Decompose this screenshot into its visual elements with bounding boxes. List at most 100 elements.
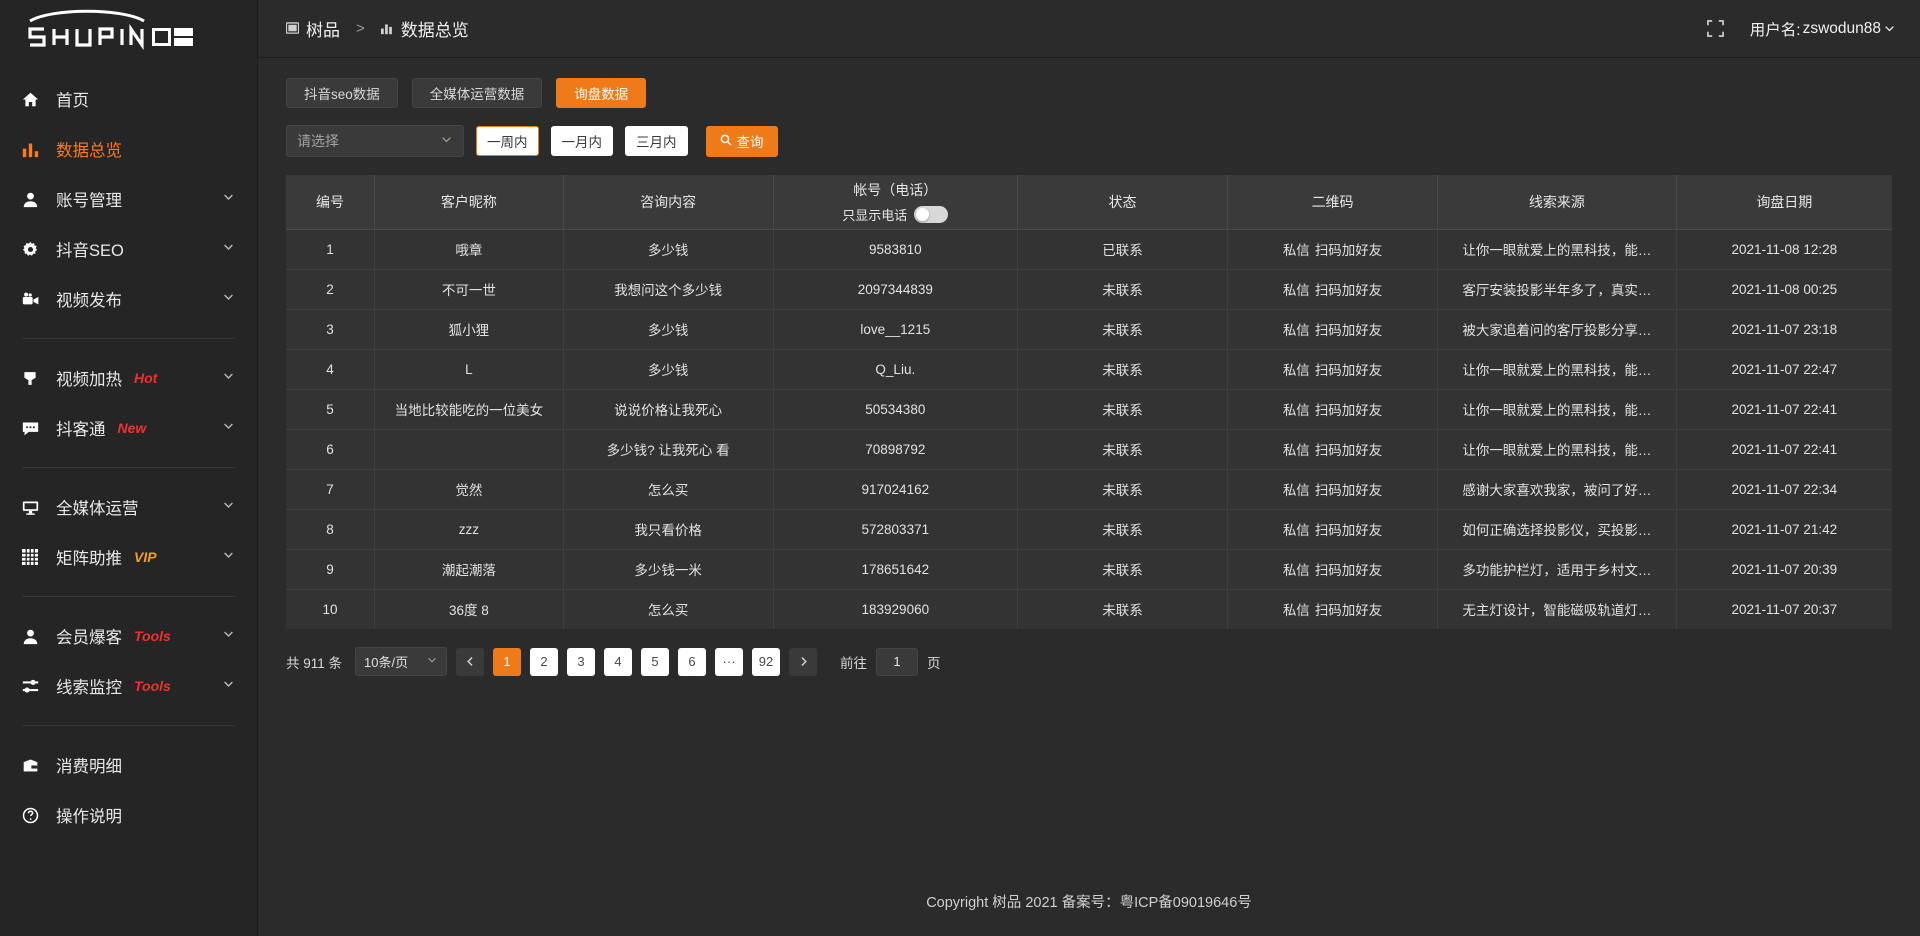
cell-source-link[interactable]: 让你一眼就爱上的黑科技，能… (1437, 429, 1677, 470)
table-body: 1 哦章 多少钱 9583810 已联系 私信 扫码加好友 让你一眼就爱上的黑科技… (286, 229, 1892, 629)
query-button[interactable]: 查询 (705, 125, 778, 157)
qr-add-friend-link[interactable]: 扫码加好友 (1314, 243, 1383, 258)
qr-private-message-link[interactable]: 私信 (1282, 483, 1310, 498)
qr-add-friend-link[interactable]: 扫码加好友 (1314, 603, 1383, 619)
table-row[interactable]: 8 zzz 我只看价格 572803371 未联系 私信 扫码加好友 如何正确选择… (286, 509, 1892, 550)
cell-source-link[interactable]: 让你一眼就爱上的黑科技，能… (1437, 389, 1677, 430)
cell-source-link[interactable]: 如何正确选择投影仪，买投影… (1437, 509, 1677, 550)
sidebar-item-douyin-seo[interactable]: 抖音SEO (0, 224, 257, 274)
page-button-2[interactable]: 2 (530, 647, 559, 676)
table-row[interactable]: 3 狐小狸 多少钱 love__1215 未联系 私信 扫码加好友 被大家追着问的… (286, 309, 1892, 350)
page-button-3[interactable]: 3 (567, 647, 596, 676)
qr-add-friend-link[interactable]: 扫码加好友 (1314, 403, 1383, 418)
sidebar-item-omnimedia-ops[interactable]: 全媒体运营 (0, 482, 257, 532)
chevron-down-icon (222, 548, 235, 567)
top-bar-right: 用户名: zswodun88 (1706, 18, 1896, 40)
cell-source-link[interactable]: 多功能护栏灯，适用于乡村文… (1437, 549, 1677, 590)
cell-qrcode-actions[interactable]: 私信 扫码加好友 (1227, 429, 1439, 470)
sidebar-item-member-leads[interactable]: 会员爆客 Tools (0, 611, 257, 661)
qr-private-message-link[interactable]: 私信 (1282, 403, 1310, 418)
table-row[interactable]: 10 36度 8 怎么买 183929060 未联系 私信 扫码加好友 无主灯设计… (286, 589, 1892, 629)
qr-private-message-link[interactable]: 私信 (1282, 603, 1310, 619)
qr-add-friend-link[interactable]: 扫码加好友 (1314, 323, 1383, 338)
brand-logo[interactable] (0, 0, 257, 58)
sidebar-item-data-overview[interactable]: 数据总览 (0, 124, 257, 174)
table-row[interactable]: 4 L 多少钱 Q_Liu. 未联系 私信 扫码加好友 让你一眼就爱上的黑科技，能… (286, 349, 1892, 390)
page-button-5[interactable]: 5 (641, 647, 670, 676)
cell-source-link[interactable]: 客厅安装投影半年多了，真实… (1437, 269, 1677, 310)
cell-qrcode-actions[interactable]: 私信 扫码加好友 (1227, 229, 1439, 270)
status-badge: 未联系 (1017, 429, 1229, 470)
cell-source-link[interactable]: 让你一眼就爱上的黑科技，能… (1437, 229, 1677, 270)
range-btn-three-months[interactable]: 三月内 (625, 126, 688, 156)
goto-page-input[interactable] (876, 647, 919, 676)
cell-source-link[interactable]: 感谢大家喜欢我家，被问了好… (1437, 469, 1677, 510)
range-btn-one-week[interactable]: 一周内 (476, 126, 539, 156)
qr-private-message-link[interactable]: 私信 (1282, 523, 1310, 538)
cell-qrcode-actions[interactable]: 私信 扫码加好友 (1227, 469, 1439, 510)
sidebar-item-home[interactable]: 首页 (0, 74, 257, 124)
qr-private-message-link[interactable]: 私信 (1282, 243, 1310, 258)
qr-private-message-link[interactable]: 私信 (1282, 363, 1310, 378)
sidebar-item-account-manage[interactable]: 账号管理 (0, 174, 257, 224)
cell-nickname: 36度 8 (374, 589, 564, 629)
cell-qrcode-actions[interactable]: 私信 扫码加好友 (1227, 389, 1439, 430)
cell-qrcode-actions[interactable]: 私信 扫码加好友 (1227, 509, 1439, 550)
tab-omnimedia-ops-data[interactable]: 全媒体运营数据 (411, 78, 543, 108)
cell-date: 2021-11-08 00:25 (1676, 269, 1892, 310)
cell-qrcode-actions[interactable]: 私信 扫码加好友 (1227, 269, 1439, 310)
table-row[interactable]: 6 多少钱? 让我死心 看 70898792 未联系 私信 扫码加好友 让你一眼就… (286, 429, 1892, 470)
page-ellipsis[interactable]: ··· (715, 647, 744, 676)
status-badge: 未联系 (1017, 389, 1229, 430)
qr-add-friend-link[interactable]: 扫码加好友 (1314, 283, 1383, 298)
chevron-down-icon (1885, 26, 1894, 32)
breadcrumb-root[interactable]: 树品 (306, 21, 340, 40)
account-select[interactable]: 请选择 (286, 125, 464, 157)
user-label: 用户名: (1749, 21, 1801, 39)
page-button-1[interactable]: 1 (493, 647, 522, 676)
qr-private-message-link[interactable]: 私信 (1282, 563, 1310, 578)
fullscreen-icon[interactable] (1706, 20, 1724, 37)
qr-private-message-link[interactable]: 私信 (1282, 283, 1310, 298)
chevron-down-icon (222, 190, 235, 209)
page-button-4[interactable]: 4 (604, 647, 633, 676)
cell-date: 2021-11-07 20:39 (1676, 549, 1892, 590)
qr-add-friend-link[interactable]: 扫码加好友 (1314, 443, 1383, 458)
next-page-button[interactable] (789, 647, 818, 676)
sidebar-item-consumption-detail[interactable]: 消费明细 (0, 740, 257, 790)
sidebar-item-video-publish[interactable]: 视频发布 (0, 274, 257, 324)
sidebar-item-matrix-boost[interactable]: 矩阵助推 VIP (0, 532, 257, 582)
cell-qrcode-actions[interactable]: 私信 扫码加好友 (1227, 309, 1439, 350)
prev-page-button[interactable] (456, 647, 485, 676)
sidebar-item-video-boost[interactable]: 视频加热 Hot (0, 353, 257, 403)
sidebar-item-instructions[interactable]: 操作说明 (0, 790, 257, 840)
range-btn-one-month[interactable]: 一月内 (550, 126, 613, 156)
rocket-icon (22, 370, 44, 387)
qr-add-friend-link[interactable]: 扫码加好友 (1314, 523, 1383, 538)
table-row[interactable]: 9 潮起潮落 多少钱一米 178651642 未联系 私信 扫码加好友 多功能护栏… (286, 549, 1892, 590)
table-row[interactable]: 5 当地比较能吃的一位美女 说说价格让我死心 50534380 未联系 私信 扫码… (286, 389, 1892, 430)
table-row[interactable]: 2 不可一世 我想问这个多少钱 2097344839 未联系 私信 扫码加好友 客… (286, 269, 1892, 310)
page-size-select[interactable]: 10条/页 (355, 647, 448, 676)
qr-private-message-link[interactable]: 私信 (1282, 443, 1310, 458)
qr-add-friend-link[interactable]: 扫码加好友 (1314, 363, 1383, 378)
sidebar-item-lead-monitor[interactable]: 线索监控 Tools (0, 661, 257, 711)
tab-douyin-seo-data[interactable]: 抖音seo数据 (286, 78, 398, 108)
sidebar-item-douketong[interactable]: 抖客通 New (0, 403, 257, 453)
cell-qrcode-actions[interactable]: 私信 扫码加好友 (1227, 589, 1439, 629)
page-button-6[interactable]: 6 (678, 647, 707, 676)
qr-add-friend-link[interactable]: 扫码加好友 (1314, 483, 1383, 498)
qr-add-friend-link[interactable]: 扫码加好友 (1314, 563, 1383, 578)
cell-source-link[interactable]: 被大家追着问的客厅投影分享… (1437, 309, 1677, 350)
cell-qrcode-actions[interactable]: 私信 扫码加好友 (1227, 549, 1439, 590)
table-row[interactable]: 7 觉然 怎么买 917024162 未联系 私信 扫码加好友 感谢大家喜欢我家，… (286, 469, 1892, 510)
user-menu[interactable]: 用户名: zswodun88 (1750, 18, 1896, 40)
cell-qrcode-actions[interactable]: 私信 扫码加好友 (1227, 349, 1439, 390)
table-row[interactable]: 1 哦章 多少钱 9583810 已联系 私信 扫码加好友 让你一眼就爱上的黑科技… (286, 229, 1892, 270)
show-phone-only-toggle[interactable] (914, 205, 949, 223)
cell-source-link[interactable]: 让你一眼就爱上的黑科技，能… (1437, 349, 1677, 390)
cell-source-link[interactable]: 无主灯设计，智能磁吸轨道灯… (1437, 589, 1677, 629)
tab-inquiry-data[interactable]: 询盘数据 (556, 78, 647, 108)
qr-private-message-link[interactable]: 私信 (1282, 323, 1310, 338)
page-button-92[interactable]: 92 (752, 647, 781, 676)
